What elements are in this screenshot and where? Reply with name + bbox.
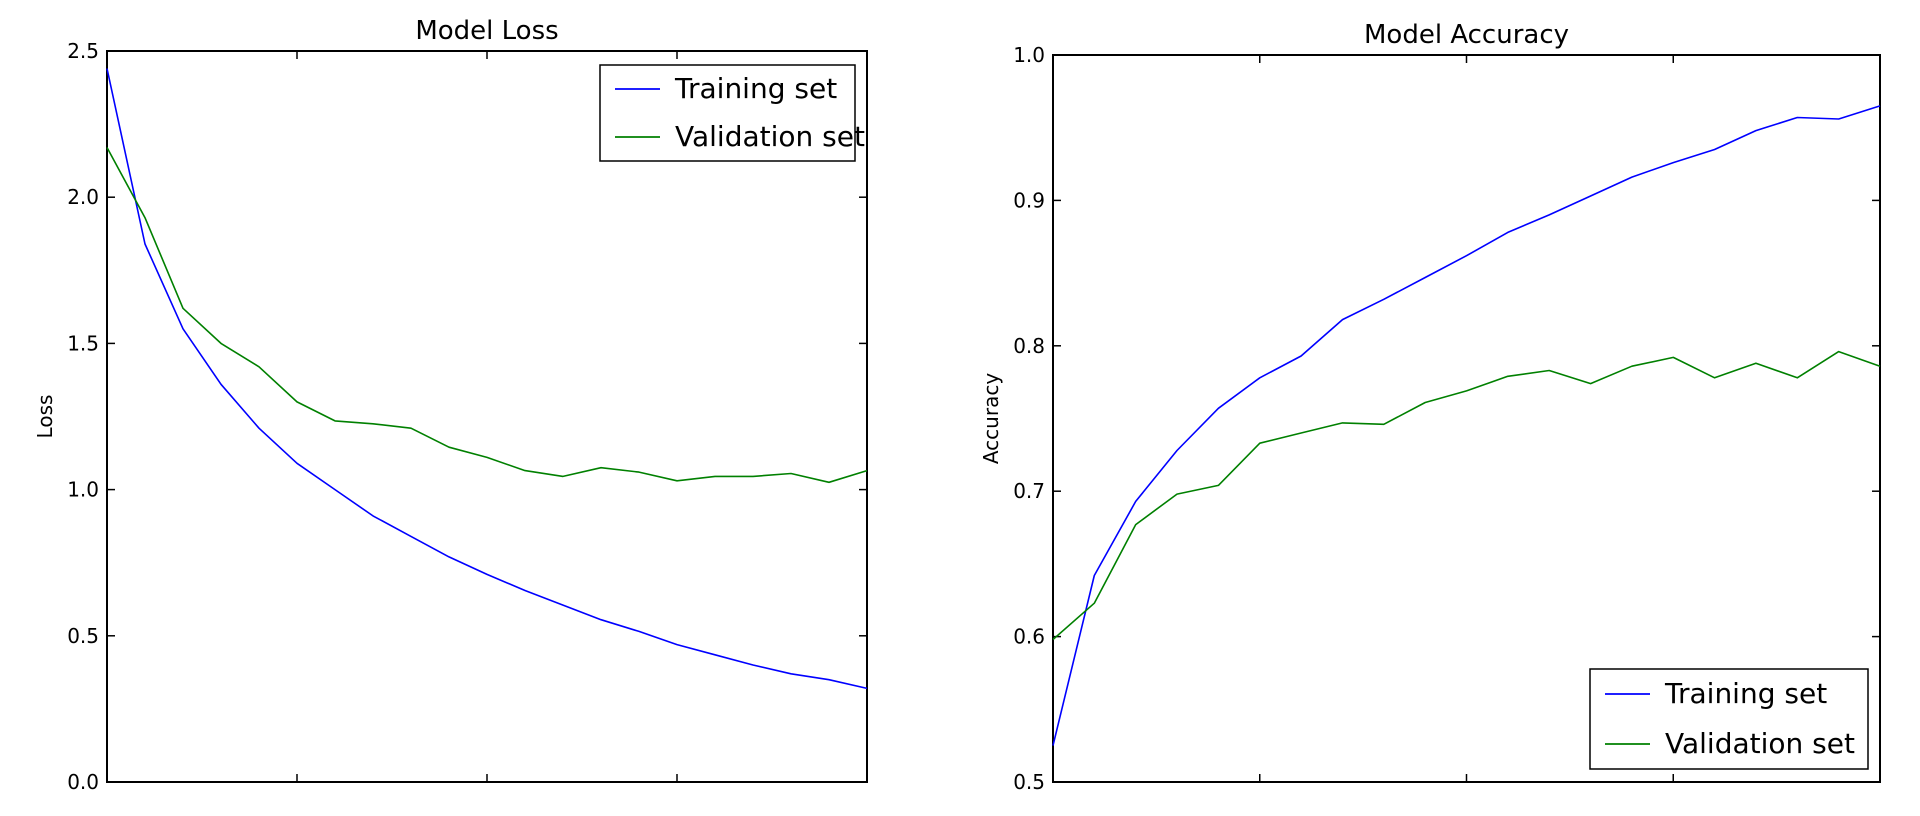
y-tick-label: 2.0 <box>67 185 99 209</box>
loss-chart: Model Loss Loss 0.0 0.5 1.0 1.5 2.0 2.5 Training… <box>33 16 868 794</box>
y-tick-label: 0.6 <box>1013 625 1045 649</box>
series-line-validation-set <box>106 147 868 484</box>
y-tick-label: 0.9 <box>1013 188 1045 212</box>
y-tick-label: 1.5 <box>67 331 99 355</box>
legend-box <box>1589 668 1869 770</box>
series-line-training-set <box>1052 105 1881 746</box>
y-tick-label: 1.0 <box>67 478 99 502</box>
accuracy-chart: Model Accuracy Accuracy 0.5 0.6 0.7 0.8 0.9 1.0… <box>979 20 1881 794</box>
y-tick-label: 1.0 <box>1013 43 1045 67</box>
y-tick-label: 0.8 <box>1013 334 1045 358</box>
legend: Training set Validation set <box>599 64 865 162</box>
legend-label: Validation set <box>675 120 865 153</box>
y-tick-label: 0.0 <box>67 770 99 794</box>
y-axis-label: Accuracy <box>979 373 1003 464</box>
chart-title: Model Accuracy <box>1364 20 1569 50</box>
series-line-validation-set <box>1052 350 1881 641</box>
series-line-training-set <box>106 68 868 690</box>
legend-label: Training set <box>1664 677 1827 710</box>
legend: Training set Validation set <box>1589 668 1869 770</box>
legend-box <box>599 64 856 162</box>
y-tick-label: 0.5 <box>67 624 99 648</box>
y-tick-label: 0.7 <box>1013 479 1045 503</box>
legend-label: Training set <box>674 72 837 105</box>
y-tick-label: 0.5 <box>1013 770 1045 794</box>
y-tick-label: 2.5 <box>67 39 99 63</box>
chart-title: Model Loss <box>415 16 558 46</box>
y-axis-label: Loss <box>33 395 57 439</box>
legend-label: Validation set <box>1665 727 1855 760</box>
